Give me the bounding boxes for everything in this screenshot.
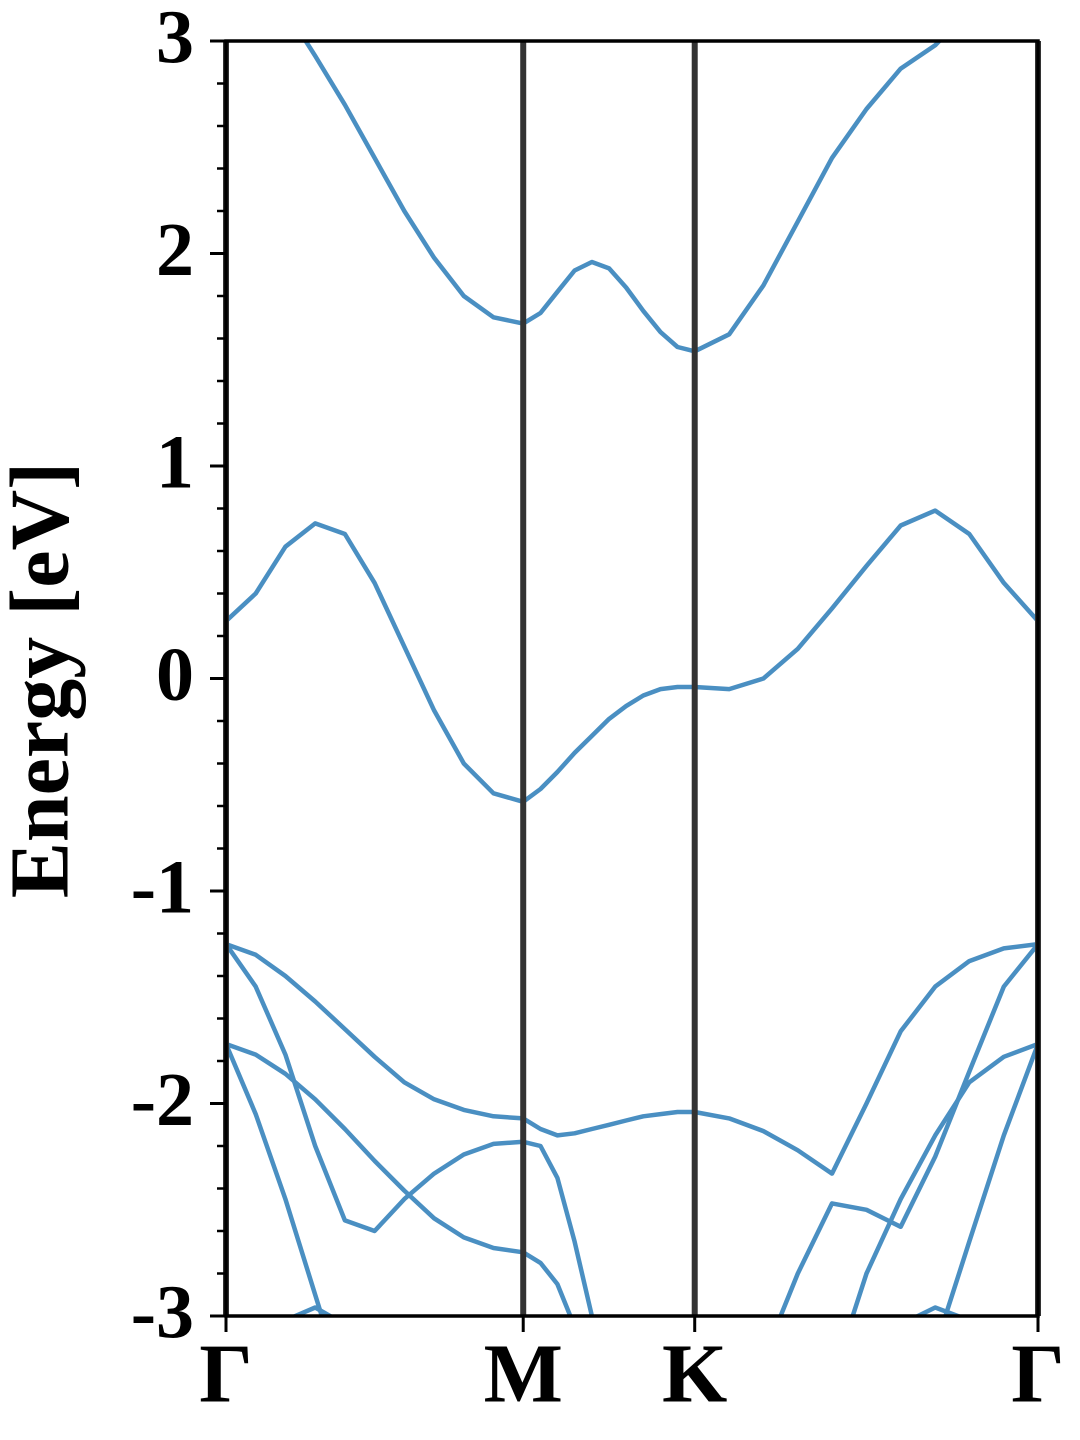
y-tick-label: 3 xyxy=(156,0,194,79)
band-line xyxy=(226,508,1038,805)
y-tick-label: 0 xyxy=(156,633,194,717)
band-line xyxy=(226,941,1038,1176)
y-tick-label: 1 xyxy=(156,420,194,504)
y-tick-label: -2 xyxy=(131,1058,194,1142)
plot-frame xyxy=(224,39,1040,1318)
plot-area xyxy=(226,41,1038,1316)
x-tick-label: Γ xyxy=(199,1327,252,1420)
band-line xyxy=(289,1305,965,1316)
x-tick-label: M xyxy=(484,1327,563,1420)
band-line xyxy=(226,942,1038,1316)
y-axis-label: Energy [eV] xyxy=(0,462,86,898)
x-tick-label: Γ xyxy=(1011,1327,1064,1420)
band-line xyxy=(226,1043,1038,1316)
band-line xyxy=(303,41,943,354)
y-tick-label: -1 xyxy=(131,845,194,929)
y-tick-label: 2 xyxy=(156,208,194,292)
x-tick-label: K xyxy=(662,1327,727,1420)
y-tick-label: -3 xyxy=(131,1270,194,1354)
band-line xyxy=(226,1041,1038,1316)
